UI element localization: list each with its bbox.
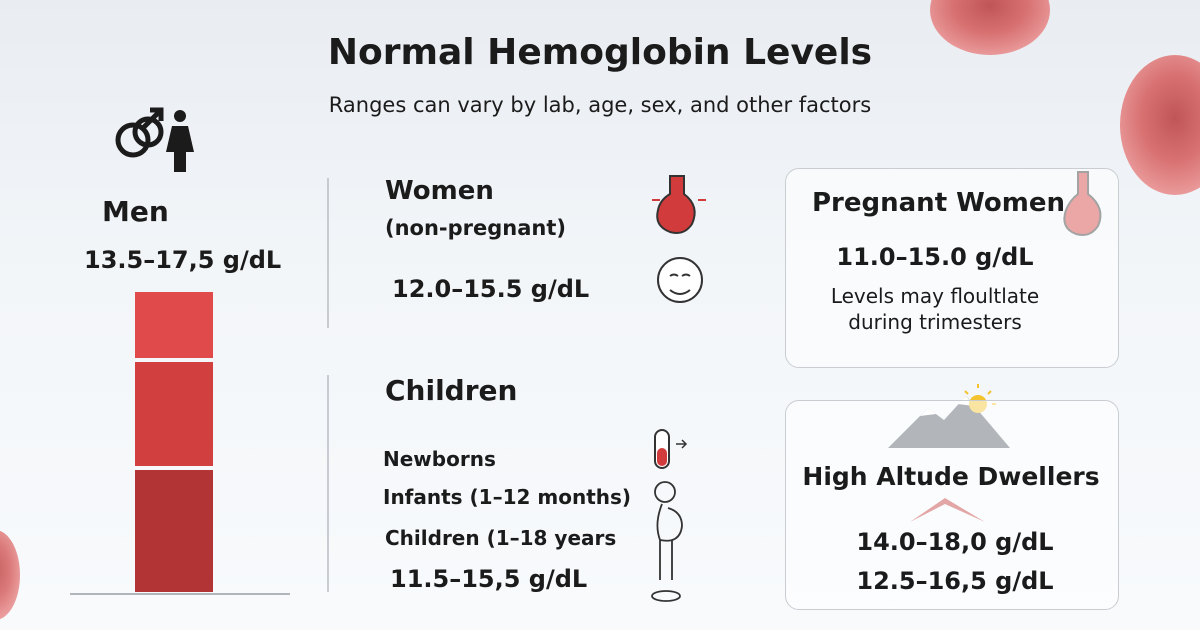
altitude-label: High Altude Dwellers [802, 462, 1100, 491]
men-label: Men [102, 195, 169, 228]
bar-segment [135, 292, 213, 358]
children-label: Children [385, 374, 518, 407]
children-group: Infants (1–12 months) [383, 485, 632, 509]
pregnant-note: during trimesters [848, 310, 1022, 334]
gender-icon [115, 107, 164, 158]
women-range: 12.0–15.5 g/dL [392, 275, 590, 303]
children-range: 11.5–15,5 g/dL [390, 565, 588, 593]
blood-cell [0, 530, 20, 620]
baby-icon [657, 257, 703, 303]
children-group: Newborns [383, 447, 496, 471]
pregnant-card [785, 168, 1119, 368]
pregnant-range: 11.0–15.0 g/dL [836, 243, 1034, 271]
altitude-card [785, 400, 1119, 610]
blood-cell [1120, 55, 1200, 195]
children-group: Children (1–18 years [385, 526, 617, 550]
subtitle: Ranges can vary by lab, age, sex, and ot… [328, 93, 872, 117]
tube-icon [654, 429, 688, 469]
bar-segment [135, 470, 213, 592]
flask-icon [652, 175, 706, 234]
women-label: Women [385, 176, 494, 206]
men-range: 13.5–17,5 g/dL [84, 246, 282, 274]
altitude-range: 12.5–16,5 g/dL [856, 567, 1054, 595]
woman-icon [166, 110, 194, 172]
pregnant-label: Pregnant Women [812, 188, 1066, 218]
women-note: (non-pregnant) [385, 216, 567, 240]
pregnant-icon [651, 481, 683, 602]
pregnant-note: Levels may floultlate [830, 284, 1040, 308]
bar-segment [135, 362, 213, 466]
blood-cell [930, 0, 1050, 55]
title: Normal Hemoglobin Levels [327, 32, 873, 73]
altitude-range: 14.0–18,0 g/dL [856, 528, 1054, 556]
